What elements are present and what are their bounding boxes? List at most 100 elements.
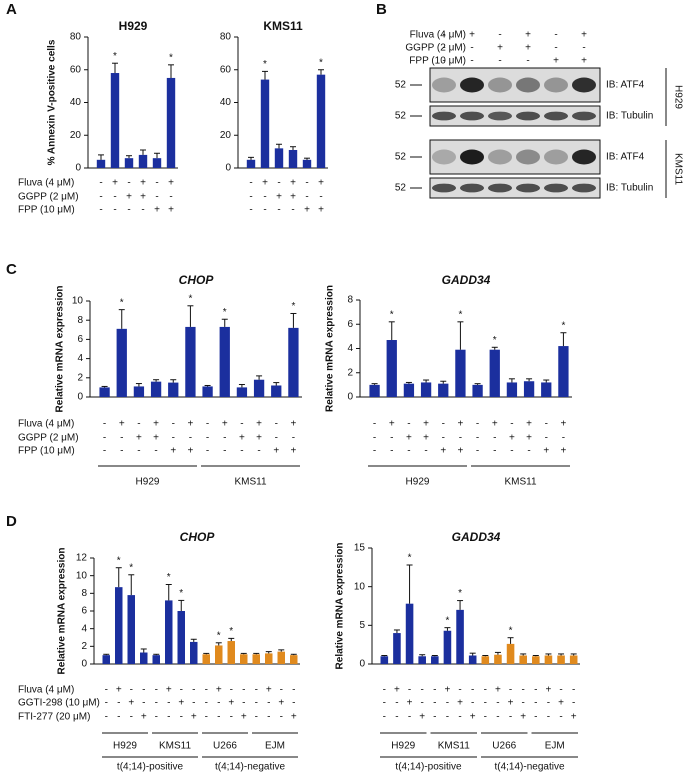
- treatment-sign: +: [141, 712, 147, 723]
- treatment-sign: +: [571, 712, 577, 723]
- treatment-sign: -: [433, 685, 436, 696]
- treatment-sign: -: [249, 205, 252, 216]
- treatment-sign: +: [469, 30, 475, 41]
- significance-star: *: [291, 301, 295, 312]
- bar: [557, 655, 565, 664]
- treatment-sign: -: [526, 56, 529, 67]
- treatment-name: GGTI-298 (10 μM): [18, 698, 100, 709]
- treatment-sign: +: [119, 419, 125, 430]
- treatment-sign: -: [113, 192, 116, 203]
- treatment-sign: +: [526, 419, 532, 430]
- y-axis-label: % Annexin V-positive cells: [47, 39, 58, 165]
- bar: [165, 600, 173, 664]
- y-tick-label: 0: [81, 659, 87, 670]
- treatment-sign: -: [554, 30, 557, 41]
- treatment-sign: -: [275, 419, 278, 430]
- bar: [455, 349, 466, 397]
- blot-label: IB: ATF4: [606, 152, 645, 163]
- treatment-sign: +: [168, 178, 174, 189]
- treatment-sign: +: [509, 433, 515, 444]
- significance-star: *: [229, 626, 233, 637]
- significance-star: *: [117, 555, 121, 566]
- treatment-sign: -: [421, 685, 424, 696]
- bar: [277, 651, 285, 664]
- treatment-sign: -: [534, 698, 537, 709]
- y-tick-label: 60: [70, 64, 82, 75]
- treatment-sign: -: [263, 205, 266, 216]
- chart-title: CHOP: [180, 530, 216, 544]
- bar: [302, 159, 312, 168]
- y-tick-label: 10: [72, 296, 84, 307]
- cell-label: KMS11: [672, 153, 683, 185]
- group-label: H929: [136, 477, 160, 488]
- treatment-sign: -: [242, 698, 245, 709]
- y-tick-label: 10: [76, 570, 88, 581]
- treatment-sign: +: [581, 56, 587, 67]
- bar: [202, 654, 210, 664]
- treatment-sign: -: [390, 446, 393, 457]
- bar: [431, 656, 439, 664]
- treatment-name: FPP (10 μM): [409, 56, 466, 67]
- significance-star: *: [561, 320, 565, 331]
- bar: [265, 653, 273, 664]
- y-tick-label: 4: [81, 623, 87, 634]
- treatment-sign: +: [168, 205, 174, 216]
- treatment-sign: +: [492, 419, 498, 430]
- treatment-sign: -: [522, 698, 525, 709]
- treatment-sign: +: [256, 433, 262, 444]
- treatment-sign: -: [383, 698, 386, 709]
- treatment-sign: -: [383, 712, 386, 723]
- y-tick-label: 6: [347, 319, 353, 330]
- treatment-sign: +: [457, 446, 463, 457]
- treatment-sign: -: [142, 698, 145, 709]
- treatment-sign: -: [319, 192, 322, 203]
- bar: [102, 655, 110, 664]
- treatment-sign: +: [241, 712, 247, 723]
- y-axis-label: Relative mRNA expression: [55, 286, 66, 413]
- y-tick-label: 8: [347, 295, 353, 306]
- treatment-sign: +: [191, 712, 197, 723]
- bar: [152, 655, 160, 664]
- treatment-sign: +: [239, 433, 245, 444]
- y-tick-label: 2: [77, 372, 83, 383]
- bar: [227, 641, 235, 664]
- cell-label: H929: [672, 85, 683, 109]
- treatment-sign: -: [458, 685, 461, 696]
- group-label: EJM: [545, 741, 565, 752]
- bar: [150, 381, 162, 397]
- bar: [418, 656, 426, 664]
- treatment-sign: -: [223, 446, 226, 457]
- treatment-sign: +: [273, 446, 279, 457]
- treatment-sign: -: [192, 685, 195, 696]
- bar: [110, 73, 120, 168]
- treatment-sign: +: [140, 178, 146, 189]
- treatment-sign: +: [262, 178, 268, 189]
- y-tick-label: 60: [220, 64, 232, 75]
- y-tick-label: 80: [70, 32, 82, 43]
- bar: [138, 154, 148, 168]
- treatment-sign: -: [484, 698, 487, 709]
- y-tick-label: 6: [81, 606, 87, 617]
- treatment-sign: -: [493, 446, 496, 457]
- y-tick-label: 15: [354, 543, 366, 554]
- significance-star: *: [167, 572, 171, 583]
- treatment-sign: -: [534, 712, 537, 723]
- treatment-sign: -: [167, 698, 170, 709]
- treatment-sign: -: [373, 433, 376, 444]
- treatment-sign: -: [189, 433, 192, 444]
- blot-band: [432, 77, 456, 93]
- treatment-sign: -: [395, 698, 398, 709]
- treatment-sign: -: [105, 698, 108, 709]
- significance-star: *: [169, 52, 173, 63]
- treatment-sign: -: [446, 698, 449, 709]
- treatment-sign: -: [130, 685, 133, 696]
- blot-marker: 52: [395, 183, 407, 194]
- bar: [168, 382, 179, 397]
- group-label: U266: [492, 741, 516, 752]
- treatment-sign: -: [180, 685, 183, 696]
- treatment-sign: -: [390, 433, 393, 444]
- treatment-sign: -: [280, 712, 283, 723]
- treatment-sign: +: [440, 446, 446, 457]
- treatment-sign: -: [240, 419, 243, 430]
- bar: [274, 148, 284, 168]
